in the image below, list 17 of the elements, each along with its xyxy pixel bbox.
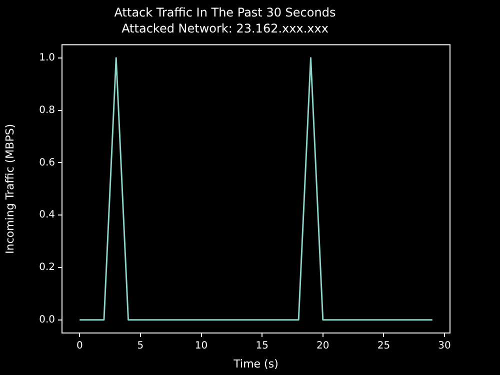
chart-title: Attack Traffic In The Past 30 Seconds [114, 5, 336, 20]
x-tick-label: 5 [137, 340, 144, 352]
x-tick-label: 25 [377, 340, 390, 352]
y-tick-label: 1.0 [39, 52, 55, 64]
y-tick-label: 0.6 [39, 157, 55, 168]
chart-subtitle: Attacked Network: 23.162.xxx.xxx [122, 22, 328, 36]
x-tick-label: 0 [76, 340, 83, 352]
y-tick-label: 0.0 [39, 314, 55, 326]
x-axis-title: Time (s) [232, 357, 278, 370]
x-tick-label: 30 [438, 340, 451, 352]
x-tick-label: 15 [256, 340, 268, 352]
y-tick-label: 0.8 [39, 104, 55, 116]
x-tick-label: 10 [194, 340, 208, 352]
x-tick-label: 20 [316, 340, 330, 352]
y-axis-title: Incoming Traffic (MBPS) [3, 124, 16, 254]
y-tick-label: 0.2 [39, 262, 55, 274]
y-tick-label: 0.4 [39, 210, 55, 221]
